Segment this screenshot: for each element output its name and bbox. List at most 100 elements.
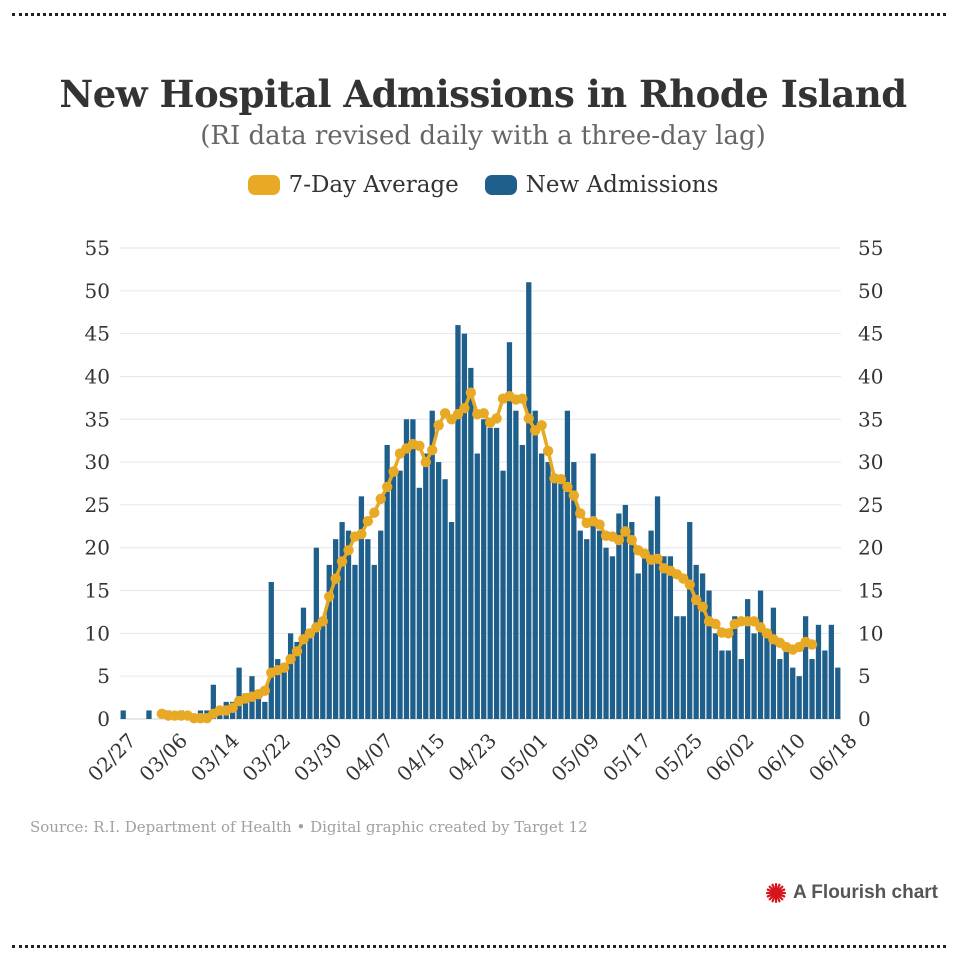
admissions-bar[interactable] <box>281 667 287 719</box>
admissions-bar[interactable] <box>481 419 487 719</box>
average-point[interactable] <box>575 508 586 519</box>
admissions-bar[interactable] <box>448 522 455 719</box>
average-point[interactable] <box>594 519 605 530</box>
average-point[interactable] <box>478 408 489 419</box>
admissions-bar[interactable] <box>815 624 822 719</box>
admissions-bar[interactable] <box>320 624 326 719</box>
admissions-bar[interactable] <box>436 462 442 719</box>
admissions-bar[interactable] <box>403 419 410 719</box>
admissions-bar[interactable] <box>596 530 603 719</box>
admissions-bar[interactable] <box>255 693 262 719</box>
admissions-bar[interactable] <box>210 684 216 719</box>
average-point[interactable] <box>806 639 818 650</box>
admissions-bar[interactable] <box>661 556 667 719</box>
admissions-bar[interactable] <box>584 539 590 719</box>
average-point[interactable] <box>517 393 528 404</box>
admissions-bar[interactable] <box>725 650 731 719</box>
admissions-bar[interactable] <box>358 496 365 719</box>
average-point[interactable] <box>324 591 335 602</box>
admissions-bar[interactable] <box>629 522 635 719</box>
average-point[interactable] <box>536 420 547 431</box>
admissions-bar[interactable] <box>474 453 480 719</box>
average-point[interactable] <box>568 490 580 501</box>
admissions-bar[interactable] <box>390 470 397 719</box>
admissions-bar[interactable] <box>667 556 674 719</box>
admissions-bar[interactable] <box>693 564 699 719</box>
average-point[interactable] <box>652 553 663 565</box>
admissions-bar[interactable] <box>339 522 345 719</box>
average-point[interactable] <box>369 507 380 518</box>
average-point[interactable] <box>356 528 367 540</box>
admissions-bar[interactable] <box>532 410 538 719</box>
admissions-bar[interactable] <box>757 590 764 719</box>
admissions-bar[interactable] <box>674 616 680 719</box>
admissions-bar[interactable] <box>590 453 596 719</box>
admissions-bar[interactable] <box>777 659 783 719</box>
admissions-bar[interactable] <box>513 410 519 719</box>
average-point[interactable] <box>336 556 348 567</box>
average-point[interactable] <box>459 402 470 414</box>
admissions-bar[interactable] <box>706 590 712 719</box>
admissions-bar[interactable] <box>397 470 403 719</box>
average-point[interactable] <box>690 594 702 606</box>
admissions-bar[interactable] <box>609 556 616 719</box>
admissions-bar[interactable] <box>809 659 815 719</box>
average-point[interactable] <box>343 545 354 556</box>
average-point[interactable] <box>420 456 431 468</box>
average-point[interactable] <box>227 702 238 714</box>
admissions-bar[interactable] <box>313 547 319 719</box>
average-point[interactable] <box>626 534 637 546</box>
average-point[interactable] <box>684 579 695 590</box>
average-point[interactable] <box>291 646 303 657</box>
average-point[interactable] <box>388 466 399 477</box>
admissions-bar[interactable] <box>242 693 249 719</box>
admissions-bar[interactable] <box>275 659 281 719</box>
admissions-bar[interactable] <box>622 504 628 719</box>
average-point[interactable] <box>330 573 341 584</box>
admissions-bar[interactable] <box>719 650 725 719</box>
admissions-bar[interactable] <box>468 367 474 719</box>
admissions-bar[interactable] <box>493 427 500 719</box>
average-point[interactable] <box>317 616 328 627</box>
average-point[interactable] <box>723 628 734 639</box>
flourish-brand-link[interactable]: A Flourish chart <box>765 882 938 904</box>
admissions-bar[interactable] <box>384 444 390 719</box>
admissions-bar[interactable] <box>654 496 661 719</box>
admissions-bar[interactable] <box>500 470 506 719</box>
admissions-bar[interactable] <box>442 479 448 719</box>
admissions-bar[interactable] <box>120 710 126 719</box>
admissions-bar[interactable] <box>287 633 294 719</box>
admissions-bar[interactable] <box>835 667 841 719</box>
admissions-bar[interactable] <box>519 444 525 719</box>
admissions-bar[interactable] <box>564 410 571 719</box>
admissions-bar[interactable] <box>738 659 744 719</box>
admissions-bar[interactable] <box>365 539 371 719</box>
admissions-bar[interactable] <box>506 342 513 719</box>
average-point[interactable] <box>542 445 554 457</box>
average-point[interactable] <box>427 444 438 456</box>
average-point[interactable] <box>697 601 708 613</box>
admissions-bar[interactable] <box>262 701 268 719</box>
admissions-bar[interactable] <box>790 667 796 719</box>
admissions-bar[interactable] <box>616 513 622 719</box>
admissions-bar[interactable] <box>300 607 307 719</box>
average-point[interactable] <box>710 618 721 630</box>
admissions-bar[interactable] <box>603 547 609 719</box>
admissions-bar[interactable] <box>333 539 339 719</box>
admissions-bar[interactable] <box>764 633 770 719</box>
admissions-bar[interactable] <box>635 573 641 719</box>
average-point[interactable] <box>375 493 386 505</box>
average-point[interactable] <box>414 440 425 452</box>
admissions-bar[interactable] <box>326 564 332 719</box>
admissions-bar[interactable] <box>268 581 274 719</box>
admissions-bar[interactable] <box>796 676 802 719</box>
admissions-bar[interactable] <box>423 453 429 719</box>
admissions-bar[interactable] <box>236 667 242 719</box>
admissions-bar[interactable] <box>539 453 545 719</box>
admissions-bar[interactable] <box>526 282 532 719</box>
admissions-bar[interactable] <box>307 633 313 719</box>
admissions-bar[interactable] <box>751 633 757 719</box>
admissions-bar[interactable] <box>487 427 493 719</box>
admissions-bar[interactable] <box>687 522 693 719</box>
admissions-bar[interactable] <box>558 479 564 719</box>
